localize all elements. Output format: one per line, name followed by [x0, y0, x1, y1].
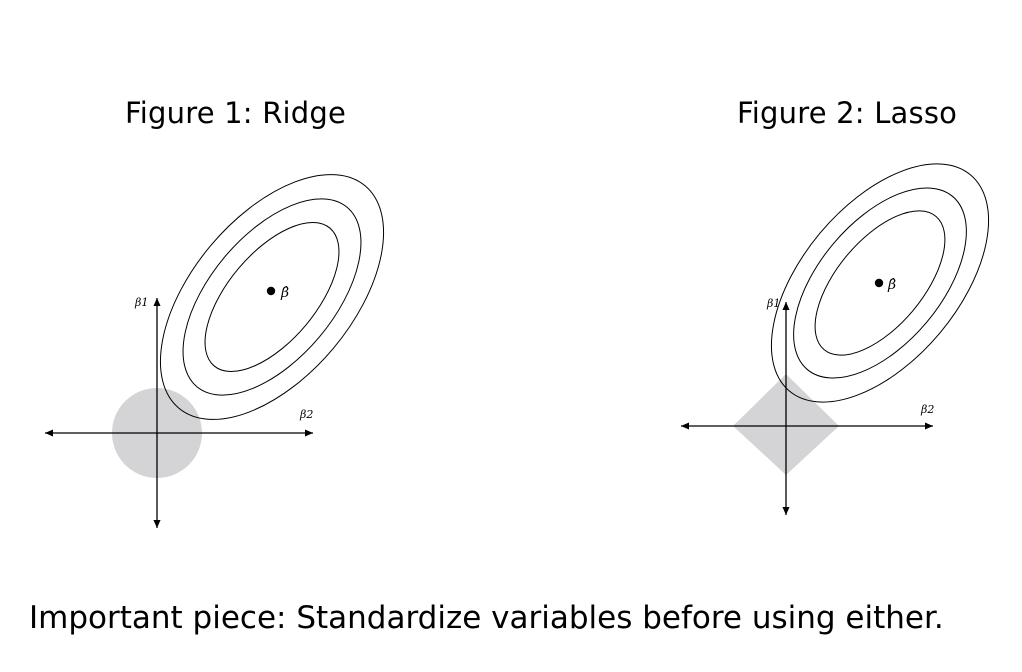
lasso-contour-middle — [793, 187, 967, 379]
figure-2-title: Figure 2: Lasso — [737, 96, 958, 130]
ridge-contour-outer — [159, 174, 385, 420]
ridge-beta1-label: β1 — [134, 296, 148, 309]
ridge-beta2-label: β2 — [299, 408, 313, 421]
figure-1-title: Figure 1: Ridge — [125, 96, 347, 130]
ridge-estimate-label: β̂ — [280, 285, 289, 301]
ridge-contour-inner — [204, 221, 340, 373]
ridge-estimate-point — [266, 286, 276, 296]
lasso-estimate-label: β̂ — [887, 277, 896, 293]
lasso-contour-outer — [770, 163, 990, 403]
ridge-contour-middle — [182, 198, 362, 396]
note-text: Important piece: Standardize variables b… — [29, 600, 944, 636]
lasso-beta1-label: β1 — [766, 297, 780, 310]
lasso-contour-inner — [814, 210, 946, 356]
lasso-beta2-label: β2 — [920, 403, 934, 416]
lasso-estimate-point — [874, 278, 884, 288]
